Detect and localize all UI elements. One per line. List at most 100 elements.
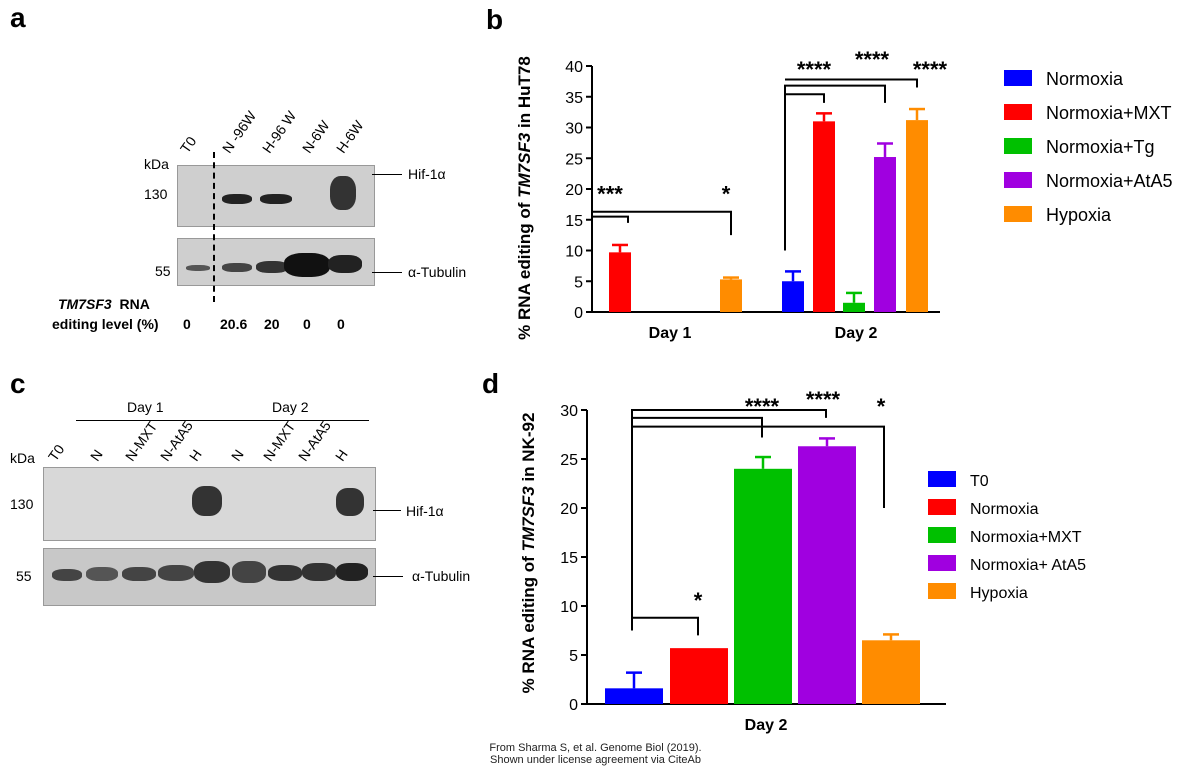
bar (609, 252, 631, 312)
band (284, 253, 330, 277)
legend-label: Hypoxia (1046, 205, 1112, 225)
kda-label-c: kDa (10, 450, 35, 466)
gene-name: TM7SF3 (58, 296, 112, 312)
significance-label: **** (855, 47, 890, 72)
band (260, 194, 292, 204)
y-tick-label: 0 (574, 305, 583, 322)
lane-label: N (227, 446, 247, 464)
lane-label: N (86, 446, 106, 464)
significance-label: **** (797, 57, 832, 82)
band-label-tubulin-c: α-Tubulin (412, 568, 471, 584)
pointer-line (373, 510, 401, 511)
legend-swatch (1004, 172, 1032, 188)
lane-label: N-6W (298, 117, 333, 156)
mw-130-c: 130 (10, 496, 34, 512)
y-tick-label: 25 (565, 151, 583, 168)
x-category-label: Day 2 (745, 717, 788, 734)
bar (843, 302, 865, 312)
lane-label: H (331, 446, 351, 464)
lane-label: T0 (176, 133, 200, 156)
editing-value: 20.6 (220, 316, 248, 332)
y-tick-label: 25 (560, 452, 578, 469)
significance-bracket (784, 84, 886, 251)
band (194, 561, 230, 583)
band (222, 263, 252, 272)
x-category-label: Day 1 (649, 325, 692, 342)
band (52, 569, 82, 581)
significance-bracket (632, 416, 763, 438)
day1-line (76, 420, 224, 421)
y-tick-label: 0 (569, 697, 578, 714)
significance-label: **** (745, 394, 780, 419)
significance-bracket (591, 210, 732, 236)
editing-value: 0 (183, 316, 191, 332)
significance-label: * (694, 588, 703, 613)
y-axis-label-b: % RNA editing of TM7SF3 in HuT78 (515, 56, 534, 340)
legend-label: Normoxia+Tg (1046, 137, 1155, 157)
legend-swatch (1004, 104, 1032, 120)
editing-level-label-line2: editing level (%) (52, 316, 159, 332)
y-tick-label: 30 (565, 121, 583, 138)
lane-label: H-6W (332, 117, 367, 156)
rna-word: RNA (119, 296, 150, 312)
bar (670, 648, 728, 704)
legend-swatch (928, 471, 956, 487)
lane-label: N-AtA5 (294, 417, 334, 464)
legend-label: Normoxia+AtA5 (1046, 171, 1173, 191)
band (222, 194, 252, 204)
significance-label: **** (806, 388, 841, 412)
blot-hif-a (177, 165, 375, 227)
significance-label: * (722, 181, 731, 206)
y-tick-label: 5 (574, 274, 583, 291)
significance-label: **** (913, 57, 948, 82)
band (186, 265, 210, 271)
day2-line (224, 420, 369, 421)
y-tick-label: 30 (560, 403, 578, 420)
y-axis-label-d: % RNA editing of TM7SF3 in NK-92 (519, 413, 538, 694)
pointer-line (373, 576, 403, 577)
band (232, 561, 266, 583)
legend-label: Normoxia+MXT (970, 529, 1082, 546)
legend-swatch (1004, 138, 1032, 154)
bar (906, 120, 928, 313)
y-tick-label: 20 (560, 501, 578, 518)
mw-55-c: 55 (16, 568, 32, 584)
lane-label: N-MXT (121, 418, 161, 464)
legend-swatch (1004, 70, 1032, 86)
y-tick-label: 20 (565, 182, 583, 199)
y-tick-label: 10 (560, 599, 578, 616)
band (256, 261, 288, 273)
x-category-label: Day 2 (835, 325, 878, 342)
significance-bracket (632, 425, 885, 508)
band (336, 488, 364, 516)
y-tick-label: 5 (569, 648, 578, 665)
bar (874, 157, 896, 312)
day1-label-c: Day 1 (127, 399, 164, 415)
legend-swatch (928, 527, 956, 543)
band (328, 255, 362, 273)
bar (862, 640, 920, 704)
mw-55-a: 55 (155, 263, 171, 279)
band (336, 563, 368, 581)
bar (782, 281, 804, 312)
significance-label: *** (597, 181, 623, 206)
band-label-hif-a: Hif-1α (408, 166, 446, 182)
mw-130-a: 130 (144, 186, 168, 202)
band-label-hif-c: Hif-1α (406, 503, 444, 519)
blot-tubulin-c (43, 548, 376, 606)
editing-value: 0 (337, 316, 345, 332)
significance-bracket (785, 78, 918, 88)
legend-swatch (928, 583, 956, 599)
legend-swatch (928, 555, 956, 571)
day2-label-c: Day 2 (272, 399, 309, 415)
band (122, 567, 156, 581)
band (268, 565, 302, 581)
y-tick-label: 15 (560, 550, 578, 567)
pointer-line (372, 272, 402, 273)
lane-label: H-96 W (258, 107, 300, 156)
band (192, 486, 222, 516)
editing-value: 20 (264, 316, 280, 332)
band (302, 563, 336, 581)
band (158, 565, 194, 581)
bar (734, 468, 792, 704)
